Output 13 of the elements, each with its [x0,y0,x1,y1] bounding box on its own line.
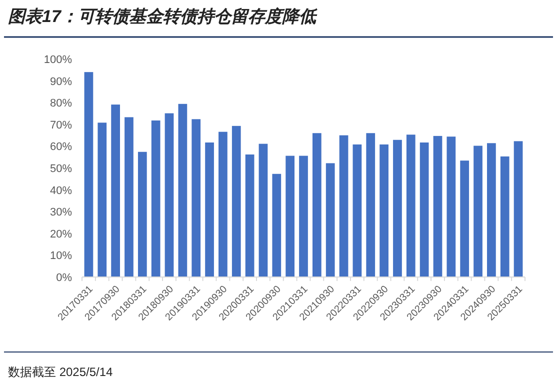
y-tick-label: 90% [50,76,72,88]
y-tick-label: 10% [50,250,72,262]
text: 数据截至 2025/5/14 [8,365,114,379]
y-tick-label: 70% [50,119,72,132]
y-tick-label: 0% [56,272,72,284]
chart-title: 图表17：可转债基金转债持仓留存度降低 [8,7,318,26]
y-tick-label: 100% [44,54,72,66]
y-tick-label: 20% [50,228,72,240]
y-tick-label: 50% [50,163,72,175]
y-tick-label: 80% [50,98,72,110]
y-tick-label: 60% [50,141,72,154]
y-tick-label: 40% [50,184,72,197]
y-tick-label: 30% [50,206,72,219]
